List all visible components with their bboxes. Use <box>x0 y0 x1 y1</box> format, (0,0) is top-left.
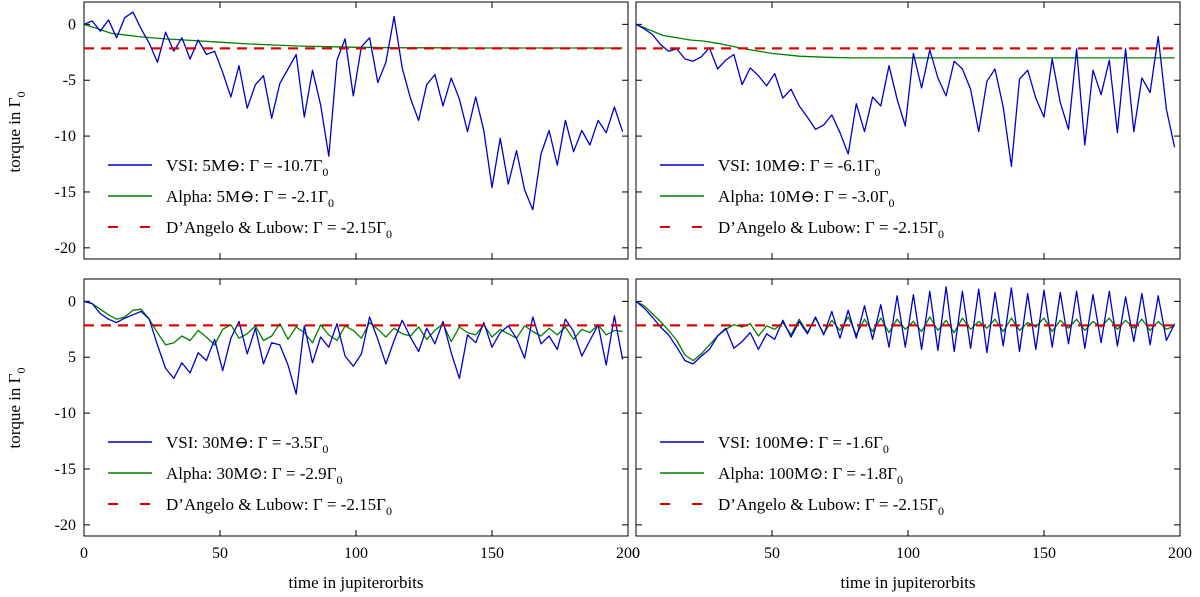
legend-label-subscript: 0 <box>386 227 392 241</box>
y-tick-label: 0 <box>68 293 76 310</box>
series-line-alpha <box>636 23 1175 59</box>
series-line-vsi <box>636 23 1176 167</box>
y-tick-label: 0 <box>68 16 76 33</box>
x-tick-label: 200 <box>1168 545 1192 562</box>
legend-label-subscript: 0 <box>386 504 392 518</box>
legend-label-text: VSI: 30M⊖: Γ = -3.5Γ <box>166 433 323 452</box>
x-tick-label: 100 <box>896 545 920 562</box>
series-line-alpha <box>84 23 623 49</box>
legend-label-subscript: 0 <box>883 442 889 456</box>
legend-label: Alpha: 100M⊙: Γ = -1.8Γ0 <box>718 464 903 487</box>
legend-label-text: Alpha: 100M⊙: Γ = -1.8Γ <box>718 464 897 483</box>
y-tick-label: -20 <box>55 517 76 534</box>
y-tick-label: -5 <box>63 72 76 89</box>
y-axis-label-text: torque in Γ <box>5 97 24 172</box>
x-tick-label: 100 <box>344 545 368 562</box>
legend-label-subscript: 0 <box>328 196 334 210</box>
legend-label: VSI: 5M⊖: Γ = -10.7Γ0 <box>166 156 328 179</box>
series-lines <box>636 286 1180 365</box>
x-tick-label: 0 <box>632 545 640 562</box>
y-tick-label: -15 <box>55 184 76 201</box>
legend-label-text: VSI: 5M⊖: Γ = -10.7Γ <box>166 156 323 175</box>
series-line-vsi <box>84 300 624 395</box>
y-axis-label-top: torque in Γ0 <box>5 92 28 173</box>
y-axis-label-subscript: 0 <box>14 368 28 374</box>
legend-label: Alpha: 30M⊙: Γ = -2.9Γ0 <box>166 464 343 487</box>
legend-label-text: Alpha: 10M⊖: Γ = -3.0Γ <box>718 187 889 206</box>
series-line-alpha <box>636 300 1175 362</box>
y-axis-label-text: torque in Γ <box>5 373 24 448</box>
y-tick-label: 5 <box>68 349 76 366</box>
x-tick-label: 150 <box>1032 545 1056 562</box>
legend-label-text: D’Angelo & Lubow: Γ = -2.15Γ <box>166 495 386 514</box>
legend-label-text: D’Angelo & Lubow: Γ = -2.15Γ <box>718 495 938 514</box>
legend-label: VSI: 100M⊖: Γ = -1.6Γ0 <box>718 433 889 456</box>
y-tick-label: -10 <box>55 405 76 422</box>
legend-label-text: D’Angelo & Lubow: Γ = -2.15Γ <box>718 218 938 237</box>
legend-label-subscript: 0 <box>938 504 944 518</box>
x-axis-label-right: time in jupiterorbits <box>840 573 975 592</box>
legend-label: VSI: 10M⊖: Γ = -6.1Γ0 <box>718 156 880 179</box>
series-lines <box>84 300 628 395</box>
legend-label: D’Angelo & Lubow: Γ = -2.15Γ0 <box>718 218 944 241</box>
legend-label-text: VSI: 10M⊖: Γ = -6.1Γ <box>718 156 875 175</box>
legend-label-subscript: 0 <box>938 227 944 241</box>
y-axis-label-bottom: torque in Γ0 <box>5 368 28 449</box>
series-lines <box>636 23 1180 167</box>
legend-label: D’Angelo & Lubow: Γ = -2.15Γ0 <box>718 495 944 518</box>
series-lines <box>84 11 628 211</box>
y-axis-label-subscript: 0 <box>14 92 28 98</box>
legend-label-text: Alpha: 30M⊙: Γ = -2.9Γ <box>166 464 337 483</box>
legend-label: D’Angelo & Lubow: Γ = -2.15Γ0 <box>166 495 392 518</box>
x-axis-label-left: time in jupiterorbits <box>288 573 423 592</box>
legend-label-text: VSI: 100M⊖: Γ = -1.6Γ <box>718 433 883 452</box>
series-line-vsi <box>636 286 1176 365</box>
y-tick-label: -10 <box>55 128 76 145</box>
x-tick-label: 200 <box>616 545 640 562</box>
legend-label-subscript: 0 <box>322 165 328 179</box>
legend-label: D’Angelo & Lubow: Γ = -2.15Γ0 <box>166 218 392 241</box>
legend-label: VSI: 30M⊖: Γ = -3.5Γ0 <box>166 433 328 456</box>
series-line-vsi <box>84 11 624 211</box>
legend-label-text: D’Angelo & Lubow: Γ = -2.15Γ <box>166 218 386 237</box>
legend-label-subscript: 0 <box>897 473 903 487</box>
series-line-alpha <box>84 300 623 346</box>
x-tick-label: 50 <box>212 545 228 562</box>
y-tick-label: -20 <box>55 240 76 257</box>
legend-label-subscript: 0 <box>889 196 895 210</box>
legend-label-text: Alpha: 5M⊖: Γ = -2.1Γ <box>166 187 328 206</box>
y-tick-label: -15 <box>55 461 76 478</box>
legend-label-subscript: 0 <box>322 442 328 456</box>
x-tick-label: 0 <box>80 545 88 562</box>
x-tick-label: 150 <box>480 545 504 562</box>
legend-label-subscript: 0 <box>874 165 880 179</box>
legend-label: Alpha: 10M⊖: Γ = -3.0Γ0 <box>718 187 895 210</box>
x-tick-label: 50 <box>764 545 780 562</box>
legend-label: Alpha: 5M⊖: Γ = -2.1Γ0 <box>166 187 334 210</box>
legend-label-subscript: 0 <box>337 473 343 487</box>
